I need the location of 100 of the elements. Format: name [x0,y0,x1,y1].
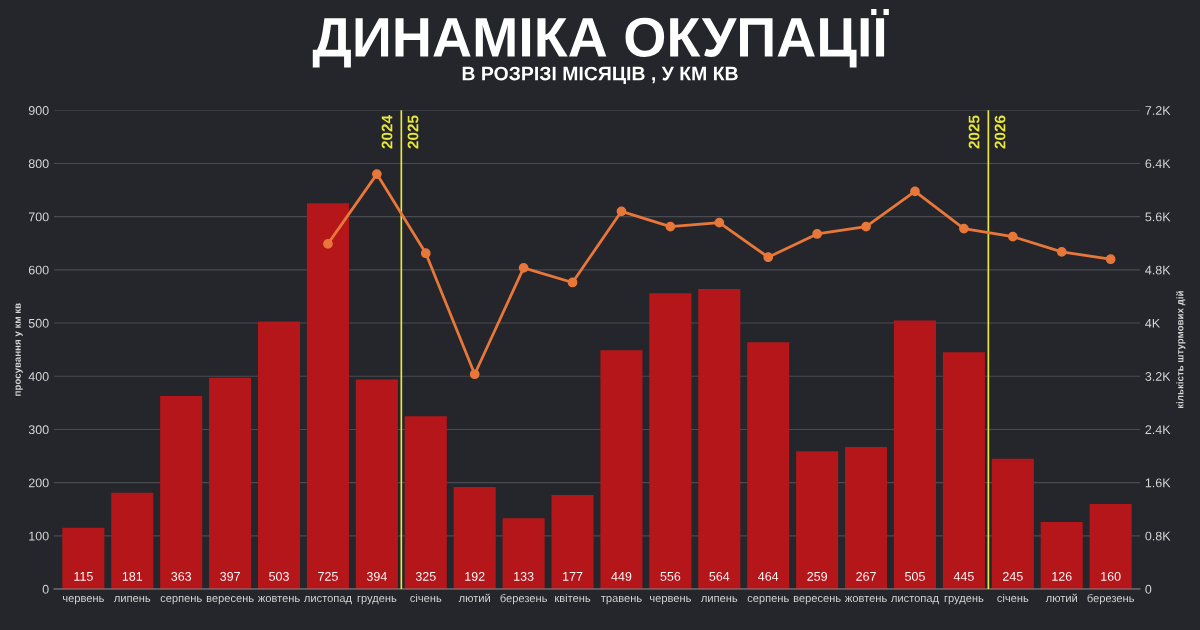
y2-tick-label: 4.8K [1145,265,1171,275]
y-tick-label: 800 [28,159,49,169]
bar [796,451,839,590]
y2-tick-label: 4K [1145,318,1161,328]
bar [502,518,545,590]
x-tick-label: вересень [793,595,841,605]
y-tick-label: 600 [28,265,49,275]
y2-tick-label: 5.6K [1145,212,1171,222]
bar [747,342,790,590]
bar [62,527,105,590]
data-label: 394 [366,571,387,581]
data-label: 192 [465,571,485,581]
data-label: 133 [514,571,534,581]
annotation: 2024 [381,115,393,149]
point [1105,254,1116,265]
bar [893,320,937,590]
x-tick-label: жовтень [844,595,887,603]
x-tick-label: серпень [747,595,789,605]
point [763,252,774,263]
data-label: 126 [1052,571,1072,581]
point [372,169,382,179]
data-label: 325 [415,571,436,581]
y2-tick-label: 7.2K [1145,106,1171,115]
y-tick-label: 500 [28,318,49,328]
bar [257,321,301,590]
data-label: 181 [122,571,143,581]
bar [453,486,496,590]
y2-tick-label: 3.2K [1145,372,1171,381]
y-tick-label: 700 [28,212,49,222]
x-tick-label: жовтень [257,595,300,603]
y-tick-label: 300 [28,425,49,435]
bar [991,458,1034,590]
point [910,186,920,197]
point [1056,247,1067,257]
bar [209,377,252,590]
x-tick-label: червень [63,595,104,605]
point [518,262,529,273]
data-label: 177 [563,572,583,581]
data-label: 267 [856,571,876,581]
x-tick-label: липень [113,595,151,603]
bar [845,447,888,590]
x-tick-label: квітень [555,593,591,603]
point [812,229,822,239]
y2-tick-label: 6.4K [1145,159,1171,169]
x-tick-label: листопад [891,595,939,605]
y-tick-label: 400 [28,372,49,381]
y-tick-label: 900 [28,106,49,115]
bar [111,492,154,590]
point [567,277,578,288]
data-label: 445 [953,572,974,581]
x-tick-label: грудень [944,595,984,605]
x-tick-label: вересень [206,595,254,605]
data-label: 564 [709,571,730,581]
point [323,239,333,249]
point [665,221,676,232]
x-tick-label: січень [997,593,1029,603]
bar [698,289,741,590]
x-tick-label: травень [600,595,642,605]
y-tick-label: 200 [28,478,49,488]
data-label: 556 [660,571,681,581]
y-tick-label: 0 [42,584,49,594]
bar [306,203,349,590]
y2-tick-label: 0 [1145,584,1152,594]
point [959,223,969,234]
point [420,248,431,259]
data-label: 397 [220,571,240,581]
x-tick-label: березень [1087,593,1134,605]
y-tick-label: 100 [29,531,49,541]
x-tick-label: лютий [458,593,490,603]
data-label: 245 [1003,571,1023,581]
y2-tick-label: 2.4K [1145,425,1171,434]
y-axis-title: просування у км кв [15,303,23,396]
point [469,369,480,380]
bar [649,293,692,590]
data-label: 503 [269,571,289,581]
point [861,221,871,232]
x-tick-label: липень [700,595,738,603]
data-label: 160 [1101,571,1121,581]
data-label: 449 [611,571,632,581]
bar [600,350,643,590]
x-tick-label: грудень [357,595,397,605]
y2-tick-label: 0.8K [1145,531,1171,541]
x-tick-label: листопад [303,595,352,605]
annotation: 2025 [968,115,980,149]
chart-subtitle: В РОЗРІЗІ МІСЯЦІВ , У КМ КВ [462,66,738,85]
point [714,217,725,228]
data-label: 363 [171,571,192,581]
data-label: 505 [905,571,925,581]
x-tick-label: лютий [1045,593,1077,603]
bar [1089,503,1132,590]
bar [355,379,398,590]
data-label: 725 [318,571,338,581]
bar [1040,522,1083,590]
bar [160,395,203,590]
x-tick-label: січень [410,593,442,603]
x-tick-label: червень [650,595,691,605]
data-label: 115 [74,572,93,581]
bar [942,352,985,590]
y2-tick-label: 1.6K [1145,478,1171,488]
bar [404,416,447,590]
